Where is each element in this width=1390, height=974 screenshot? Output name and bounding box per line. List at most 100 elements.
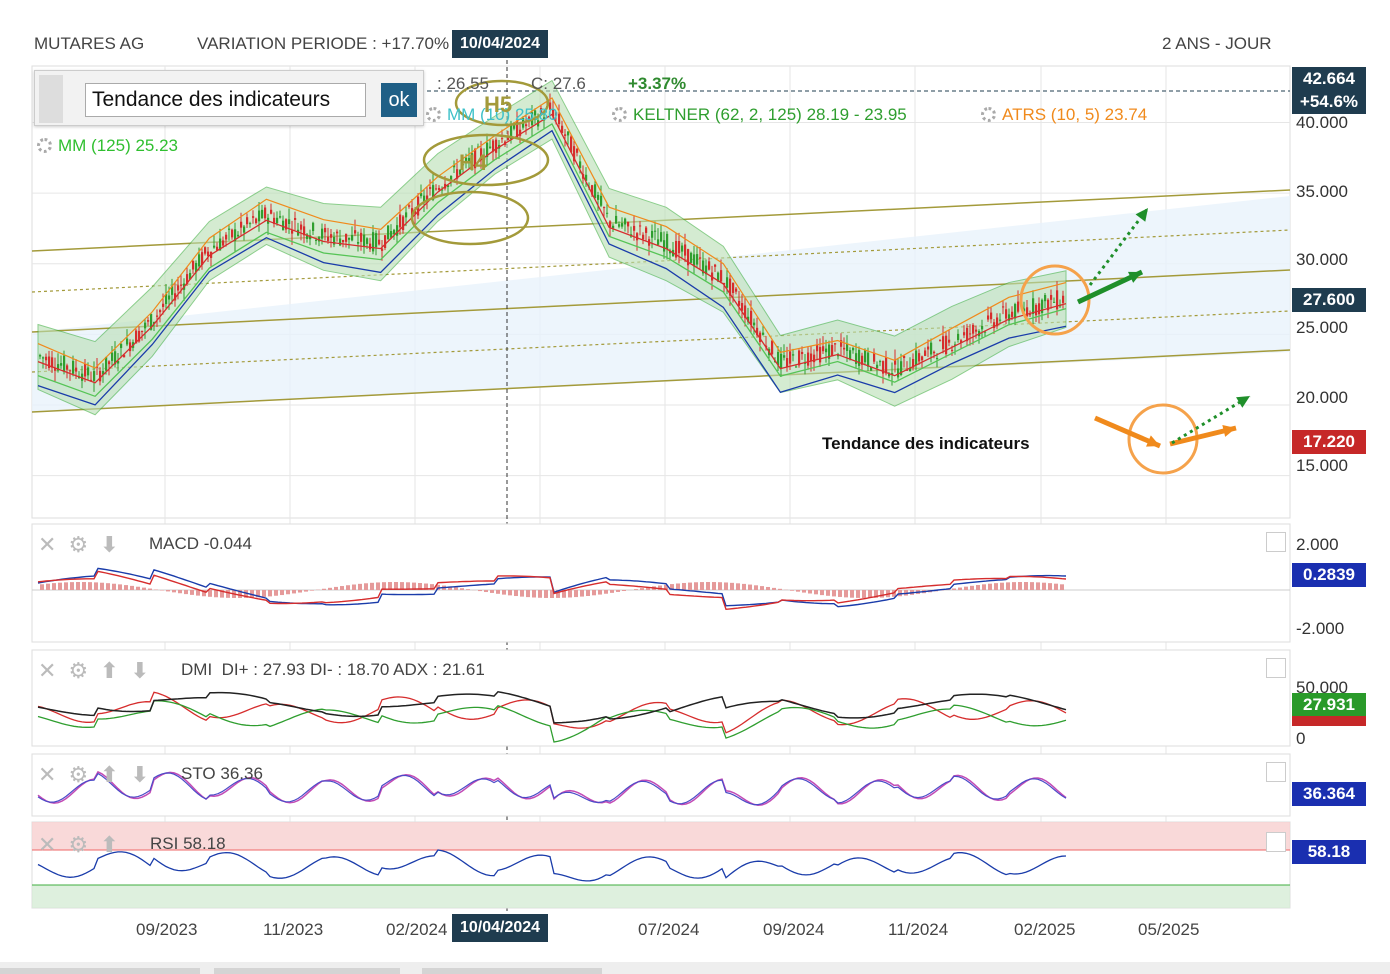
gear-icon[interactable]: ⚙ — [68, 762, 89, 787]
macd-histogram-bar — [244, 590, 248, 598]
candle-body — [696, 254, 699, 265]
candle-body — [333, 236, 336, 245]
candle-body — [453, 165, 456, 168]
macd-histogram-bar — [196, 590, 200, 596]
arrow-down-icon[interactable]: ⬇ — [100, 532, 119, 557]
macd-histogram-bar — [1012, 582, 1016, 590]
macd-histogram-bar — [856, 590, 860, 598]
x-tick: 07/2024 — [638, 920, 700, 939]
candle-body — [408, 205, 411, 207]
candle-body — [804, 362, 807, 364]
legend-keltner[interactable]: KELTNER (62, 2, 125) 28.19 - 23.95 — [612, 105, 907, 125]
candle-body — [396, 225, 399, 236]
timeline-scrollbar[interactable] — [0, 962, 1390, 974]
macd-histogram-bar — [682, 582, 686, 590]
candle-body — [156, 315, 159, 317]
gear-icon[interactable]: ⚙ — [68, 832, 89, 857]
legend-mm10[interactable]: MM (10) 25.80 — [426, 105, 558, 125]
ok-button[interactable]: ok — [381, 83, 417, 117]
macd-histogram-bar — [586, 590, 590, 596]
close-icon[interactable]: ✕ — [38, 658, 57, 683]
candle-body — [312, 222, 315, 232]
sto-panel-controls: ✕ ⚙ ⬆ ⬇ — [38, 762, 161, 788]
keltner-band — [37, 79, 1067, 416]
dmi-checkbox[interactable] — [1266, 658, 1286, 678]
macd-histogram-bar — [454, 587, 458, 590]
candle-body — [984, 331, 987, 333]
candle-body — [1026, 307, 1029, 317]
macd-histogram-bar — [640, 588, 644, 590]
arrow-up-icon[interactable]: ⬆ — [100, 658, 119, 683]
candle-body — [684, 244, 687, 256]
candle-body — [1062, 295, 1065, 303]
candle-body — [525, 124, 528, 127]
macd-checkbox[interactable] — [1266, 532, 1286, 552]
drag-handle[interactable] — [39, 75, 63, 123]
close-icon[interactable]: ✕ — [38, 832, 57, 857]
candle-body — [714, 264, 717, 267]
close-icon[interactable]: ✕ — [38, 762, 57, 787]
period-selector[interactable]: 2 ANS - JOUR — [1162, 34, 1272, 53]
focus-circle — [1019, 264, 1091, 336]
sto-checkbox[interactable] — [1266, 762, 1286, 782]
candle-body — [897, 368, 900, 378]
arrow-down-icon[interactable]: ⬇ — [130, 658, 150, 683]
gear-icon[interactable]: ⚙ — [68, 532, 89, 557]
gear-icon[interactable] — [426, 107, 441, 122]
candle-body — [738, 300, 741, 306]
macd-histogram-bar — [508, 590, 512, 596]
macd-histogram-bar — [874, 590, 878, 598]
candle-body — [324, 227, 327, 233]
candle-body — [654, 230, 657, 232]
arrow-up-icon[interactable]: ⬆ — [100, 832, 119, 857]
candle-body — [99, 370, 102, 382]
macd-histogram-bar — [40, 584, 44, 590]
gear-icon[interactable] — [37, 138, 52, 153]
candle-body — [540, 108, 543, 114]
gear-icon[interactable] — [981, 107, 996, 122]
candle-body — [927, 346, 930, 350]
candle-body — [720, 270, 723, 282]
legend-atrs[interactable]: ATRS (10, 5) 23.74 — [981, 105, 1147, 125]
candle-body — [273, 217, 276, 224]
candle-body — [387, 225, 390, 240]
candle-body — [279, 216, 282, 218]
candle-body — [1014, 304, 1017, 319]
annotation-text-input[interactable] — [85, 83, 366, 117]
macd-histogram-bar — [370, 582, 374, 590]
macd-histogram-bar — [184, 590, 188, 595]
candle-body — [975, 329, 978, 332]
candle-body — [624, 218, 627, 225]
candle-body — [405, 212, 408, 218]
mm125-value: 25.23 — [135, 136, 179, 155]
macd-histogram-bar — [958, 587, 962, 590]
candle-body — [369, 243, 372, 250]
candle-body — [723, 282, 726, 285]
macd-histogram-bar — [988, 583, 992, 590]
gear-icon[interactable] — [612, 107, 627, 122]
close-icon[interactable]: ✕ — [38, 532, 57, 557]
trend-annotation[interactable]: Tendance des indicateurs — [822, 434, 1030, 453]
candle-body — [597, 194, 600, 200]
candle-body — [915, 350, 918, 366]
macd-histogram-bar — [502, 590, 506, 595]
x-tick: 02/2024 — [386, 920, 448, 939]
macd-histogram-bar — [898, 590, 902, 597]
candle-body — [108, 361, 111, 365]
candle-body — [573, 146, 576, 162]
arrow-up-icon[interactable]: ⬆ — [100, 762, 119, 787]
macd-histogram-bar — [142, 587, 146, 590]
y-tick: 15.000 — [1296, 456, 1348, 475]
macd-histogram-bar — [280, 590, 284, 596]
candle-body — [990, 312, 993, 320]
arrow-down-icon[interactable]: ⬇ — [130, 762, 150, 787]
macd-histogram-bar — [322, 588, 326, 590]
legend-mm125[interactable]: MM (125) 25.23 — [37, 136, 178, 156]
candle-body — [255, 218, 258, 224]
last-price-tag: 27.600 — [1292, 288, 1366, 312]
gear-icon[interactable]: ⚙ — [68, 658, 89, 683]
rsi-checkbox[interactable] — [1266, 832, 1286, 852]
candle-body — [54, 368, 57, 371]
macd-histogram-bar — [964, 586, 968, 590]
candle-body — [855, 353, 858, 364]
